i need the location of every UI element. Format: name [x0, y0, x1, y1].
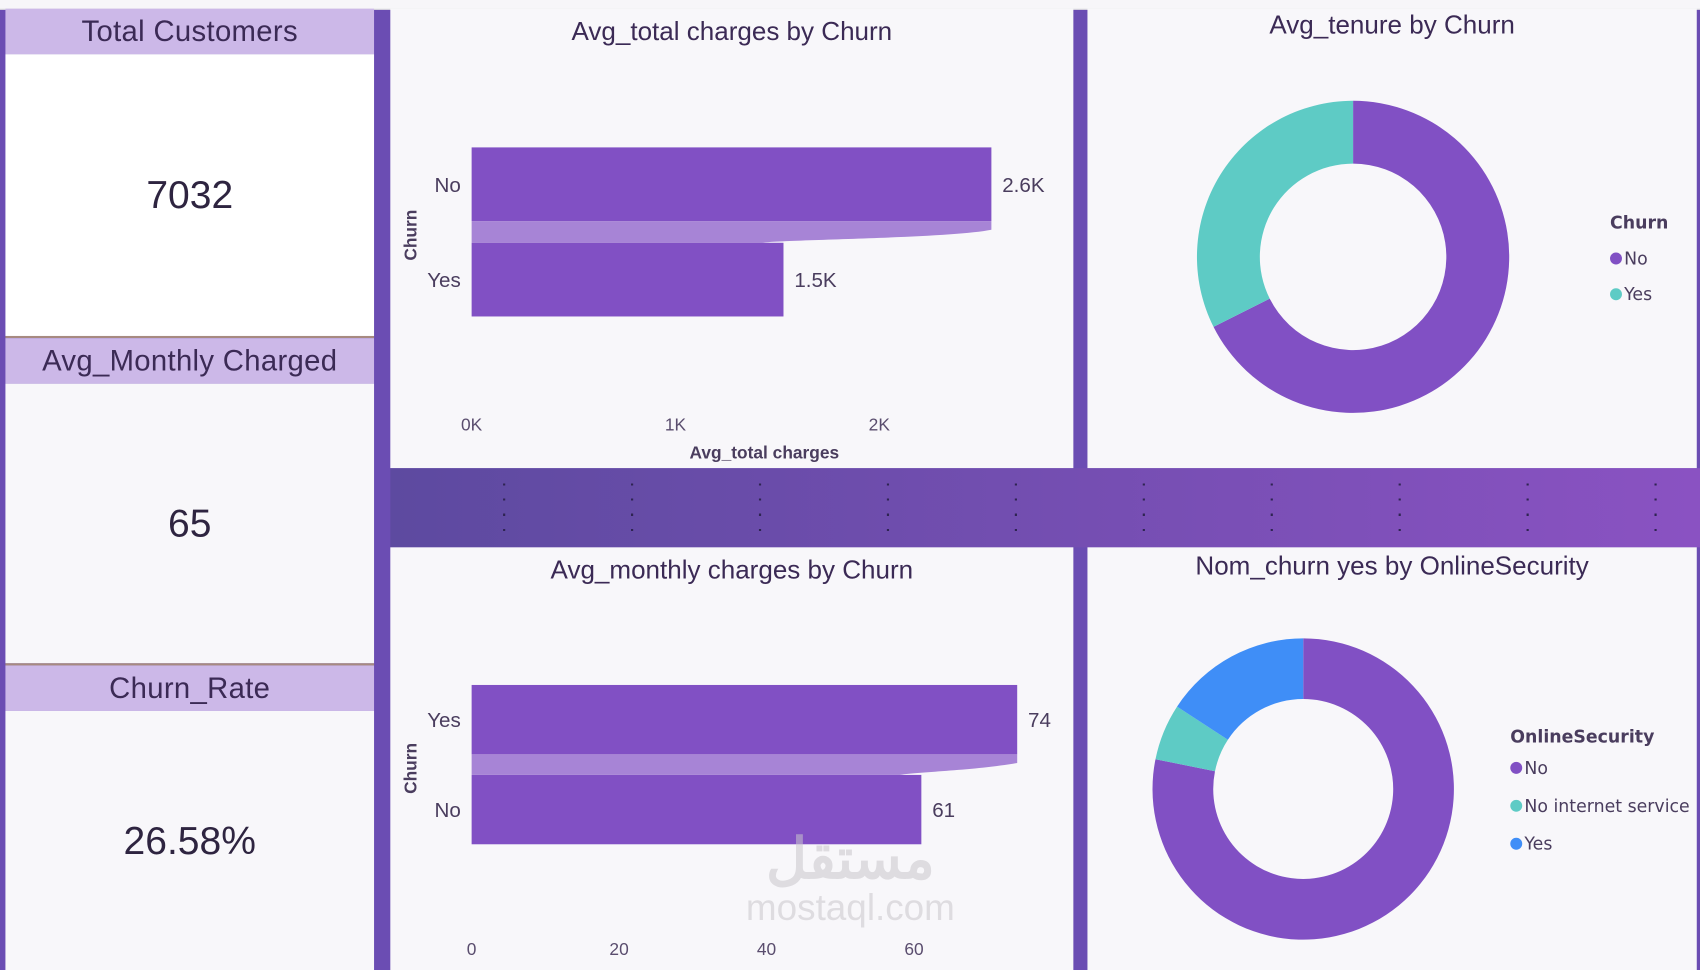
legend-label: No internet service	[1524, 795, 1690, 817]
donut-slice-yes	[1196, 100, 1354, 327]
legend-label: Yes	[1624, 283, 1653, 305]
legend-label: No	[1524, 757, 1548, 779]
chart-title: Avg_monthly charges by Churn	[550, 555, 914, 586]
bar-yes	[471, 242, 784, 317]
chart-avg-tenure[interactable]: Avg_tenure by Churn Churn No Yes	[1087, 8, 1697, 469]
donut-chart-svg	[1152, 638, 1454, 940]
divider	[5, 335, 375, 339]
ribbon-band	[471, 754, 1018, 775]
category-label: No	[434, 799, 460, 822]
legend-dot	[1610, 252, 1622, 265]
bar-yes	[471, 684, 1018, 755]
category-label: Yes	[427, 269, 461, 292]
legend-label: Yes	[1524, 833, 1553, 855]
x-tick-label: 0K	[461, 414, 483, 434]
data-label: 74	[1028, 709, 1051, 732]
x-axis-label: Avg_total charges	[690, 442, 840, 462]
legend-item-no[interactable]: No	[1510, 757, 1689, 779]
kpi-card-avg-monthly: 65	[5, 383, 375, 664]
divider	[5, 663, 375, 666]
legend: Churn No Yes	[1610, 212, 1669, 305]
donut-slice-yes	[1177, 638, 1304, 740]
legend-dot	[1510, 837, 1523, 850]
y-axis-label: Churn	[400, 210, 420, 261]
kpi-title-churn-rate: Churn_Rate	[5, 665, 375, 711]
kpi-title-total-customers: Total Customers	[5, 8, 375, 55]
legend-item-yes[interactable]: Yes	[1610, 284, 1668, 305]
ribbon-band	[471, 221, 992, 243]
x-tick-label: 1K	[665, 414, 687, 434]
x-tick-label: 0	[467, 939, 477, 959]
category-label: Yes	[427, 709, 461, 732]
bar-no	[471, 774, 922, 845]
legend-title: OnlineSecurity	[1510, 726, 1655, 747]
chart-churn-by-online-security[interactable]: Nom_churn yes by OnlineSecurity OnlineSe…	[1087, 547, 1697, 970]
data-label: 61	[932, 799, 955, 822]
watermark-latin: mostaql.com	[745, 887, 955, 929]
watermark-arabic: مستقل	[766, 828, 935, 891]
x-tick-label: 40	[757, 939, 776, 959]
chart-title: Avg_tenure by Churn	[1269, 10, 1515, 41]
chart-avg-total-charges[interactable]: Avg_total charges by Churn No 2.6K Yes 1.5K…	[390, 8, 1074, 469]
kpi-value-total-customers: 7032	[146, 172, 234, 217]
legend-title: Churn	[1610, 212, 1669, 234]
category-label: No	[434, 174, 460, 197]
donut-slice-no	[1152, 638, 1454, 940]
kpi-card-total-customers: 7032	[5, 54, 375, 336]
donut-slice-no-internet-service	[1155, 706, 1228, 772]
legend: OnlineSecurity No No internet service Ye…	[1510, 726, 1690, 854]
kpi-value-churn-rate: 26.58%	[123, 817, 256, 863]
legend-dot	[1510, 799, 1523, 812]
chart-title: Avg_total charges by Churn	[571, 17, 893, 47]
data-label: 2.6K	[1002, 174, 1045, 197]
y-axis-label: Churn	[400, 743, 420, 794]
divider-band	[390, 468, 1700, 548]
bar-chart-svg: No 2.6K Yes 1.5K 0K 1K 2K Churn Avg_total charge…	[400, 147, 1045, 462]
data-label: 1.5K	[794, 269, 837, 292]
donut-slice-no	[1213, 100, 1510, 413]
kpi-card-churn-rate: 26.58%	[5, 710, 375, 970]
x-tick-label: 2K	[869, 414, 891, 434]
donut-chart-svg	[1196, 100, 1510, 413]
x-tick-label: 60	[904, 939, 923, 959]
legend-dot	[1510, 761, 1523, 774]
legend-label: No	[1624, 248, 1648, 269]
legend-item-no[interactable]: No	[1610, 248, 1668, 269]
x-tick-label: 20	[609, 939, 628, 959]
chart-title: Nom_churn yes by OnlineSecurity	[1195, 551, 1589, 581]
bar-no	[471, 147, 992, 222]
legend-item-yes[interactable]: Yes	[1510, 833, 1689, 854]
kpi-value-avg-monthly: 65	[168, 500, 212, 546]
kpi-title-avg-monthly: Avg_Monthly Charged	[5, 338, 375, 384]
watermark-logo: مستقل mostaql.com	[746, 830, 955, 928]
legend-dot	[1610, 288, 1622, 301]
legend-item-no-internet[interactable]: No internet service	[1510, 795, 1690, 817]
bar-chart-svg: Yes 74 No 61 0 20 40 60 Churn	[400, 684, 1051, 959]
chart-avg-monthly-charges[interactable]: Avg_monthly charges by Churn Yes 74 No 61 0 2…	[390, 547, 1074, 970]
